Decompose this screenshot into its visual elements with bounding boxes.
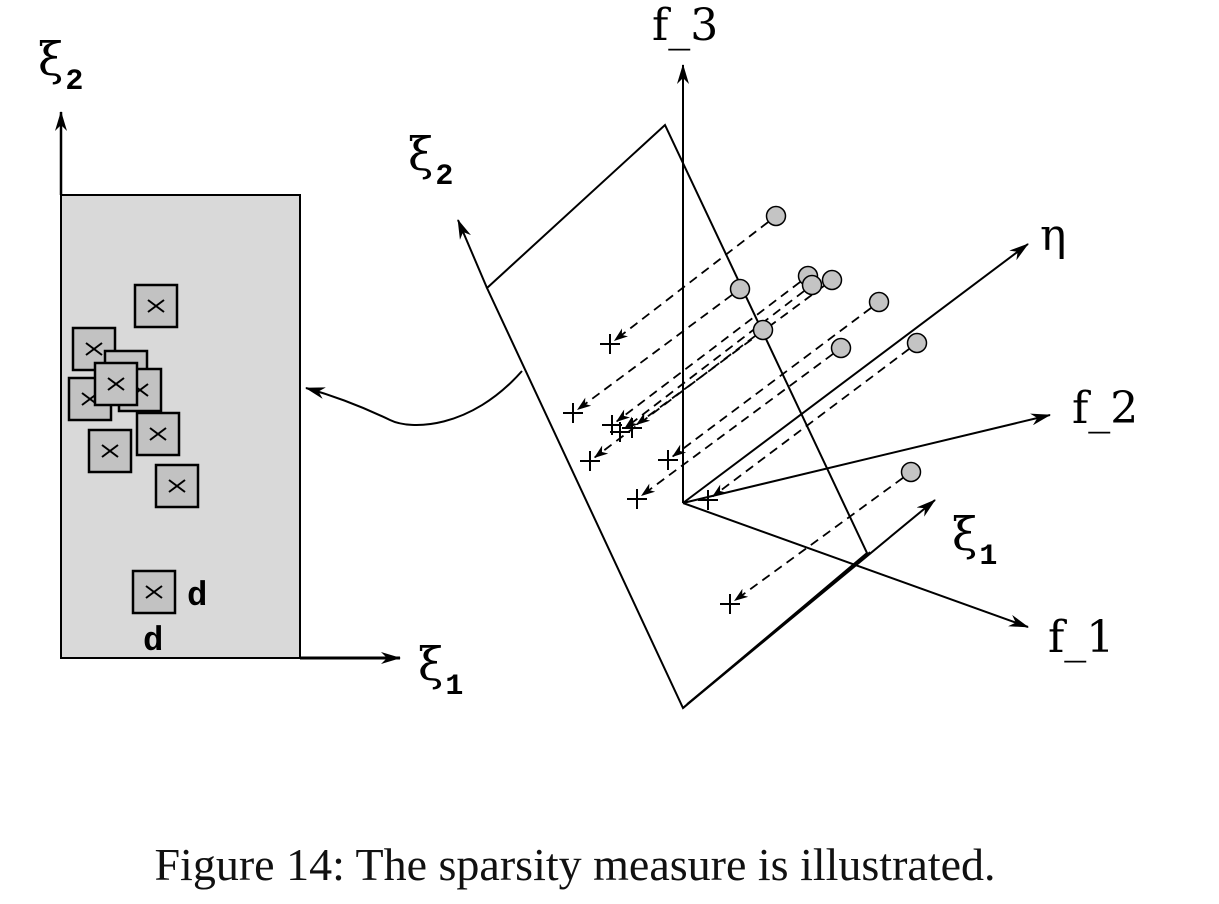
projection-arrow bbox=[734, 477, 904, 602]
projection-arrow bbox=[672, 307, 872, 458]
plane-xi1-axis-label: ξ1 bbox=[952, 507, 997, 574]
projection-arrow bbox=[615, 281, 801, 423]
marker-cross-stroke bbox=[145, 585, 163, 599]
marker-cross-stroke bbox=[107, 377, 125, 391]
projected-markers bbox=[67, 283, 200, 615]
projection-arrow bbox=[623, 290, 805, 430]
plane-xi1-axis-edge bbox=[686, 551, 871, 705]
f3-axis-label: f_3 bbox=[652, 0, 718, 51]
f2-axis-label: f_2 bbox=[1072, 383, 1138, 434]
boxed-marker bbox=[93, 361, 139, 407]
projection-arrow bbox=[711, 348, 910, 498]
data-point-circle bbox=[752, 319, 774, 341]
marker-cross-stroke bbox=[168, 479, 186, 493]
left-xi1-axis-label: ξ1 bbox=[418, 637, 463, 704]
f2-axis bbox=[682, 413, 1051, 504]
projection-region bbox=[60, 194, 301, 659]
data-points bbox=[729, 205, 928, 483]
projection-lines bbox=[577, 221, 910, 602]
marker-cross-stroke bbox=[101, 444, 119, 458]
data-point-circle bbox=[765, 205, 787, 227]
figure-caption: Figure 14: The sparsity measure is illus… bbox=[154, 839, 996, 890]
projection-curve-arrow bbox=[305, 370, 523, 426]
data-point-circle bbox=[830, 337, 852, 359]
data-point-circle bbox=[906, 332, 928, 354]
plane-xi2-axis-label: ξ2 bbox=[408, 127, 453, 194]
marker-label-d-right: d bbox=[187, 578, 207, 616]
boxed-marker bbox=[87, 428, 133, 474]
projected-points bbox=[563, 334, 740, 614]
marker-label-d-below: d bbox=[143, 623, 163, 661]
right-feature-space: f_3 f_2 f_1 η ξ2 ξ1 bbox=[408, 0, 1138, 710]
marker-cross-stroke bbox=[85, 342, 103, 356]
projection-arrow bbox=[641, 353, 834, 497]
data-point-circle bbox=[729, 278, 751, 300]
eta-axis-label: η bbox=[1040, 210, 1066, 261]
eta-axis bbox=[682, 243, 1029, 504]
projection-plane bbox=[485, 123, 869, 710]
left-projection-panel: ξ2 ξ1 d d bbox=[38, 32, 463, 704]
boxed-marker bbox=[133, 283, 179, 329]
marker-box bbox=[135, 411, 181, 457]
data-point-circle bbox=[900, 461, 922, 483]
projection-arrow bbox=[593, 335, 756, 459]
data-point-circle bbox=[821, 269, 843, 291]
boxed-marker bbox=[131, 569, 177, 615]
plane-xi2-axis bbox=[457, 219, 488, 289]
boxed-marker bbox=[154, 463, 200, 509]
projection-arrow bbox=[636, 285, 825, 426]
marker-cross-stroke bbox=[147, 299, 165, 313]
marker-box bbox=[133, 283, 179, 329]
boxed-marker bbox=[135, 411, 181, 457]
marker-box bbox=[93, 361, 139, 407]
projection-arrow bbox=[577, 294, 733, 411]
left-xi2-axis-label: ξ2 bbox=[38, 32, 83, 99]
projection-arrow bbox=[613, 221, 769, 342]
data-point-circle bbox=[868, 291, 890, 313]
f1-axis bbox=[682, 502, 1029, 628]
data-point-circle bbox=[801, 274, 823, 296]
f1-axis-label: f_1 bbox=[1048, 612, 1114, 663]
marker-cross-stroke bbox=[149, 427, 167, 441]
